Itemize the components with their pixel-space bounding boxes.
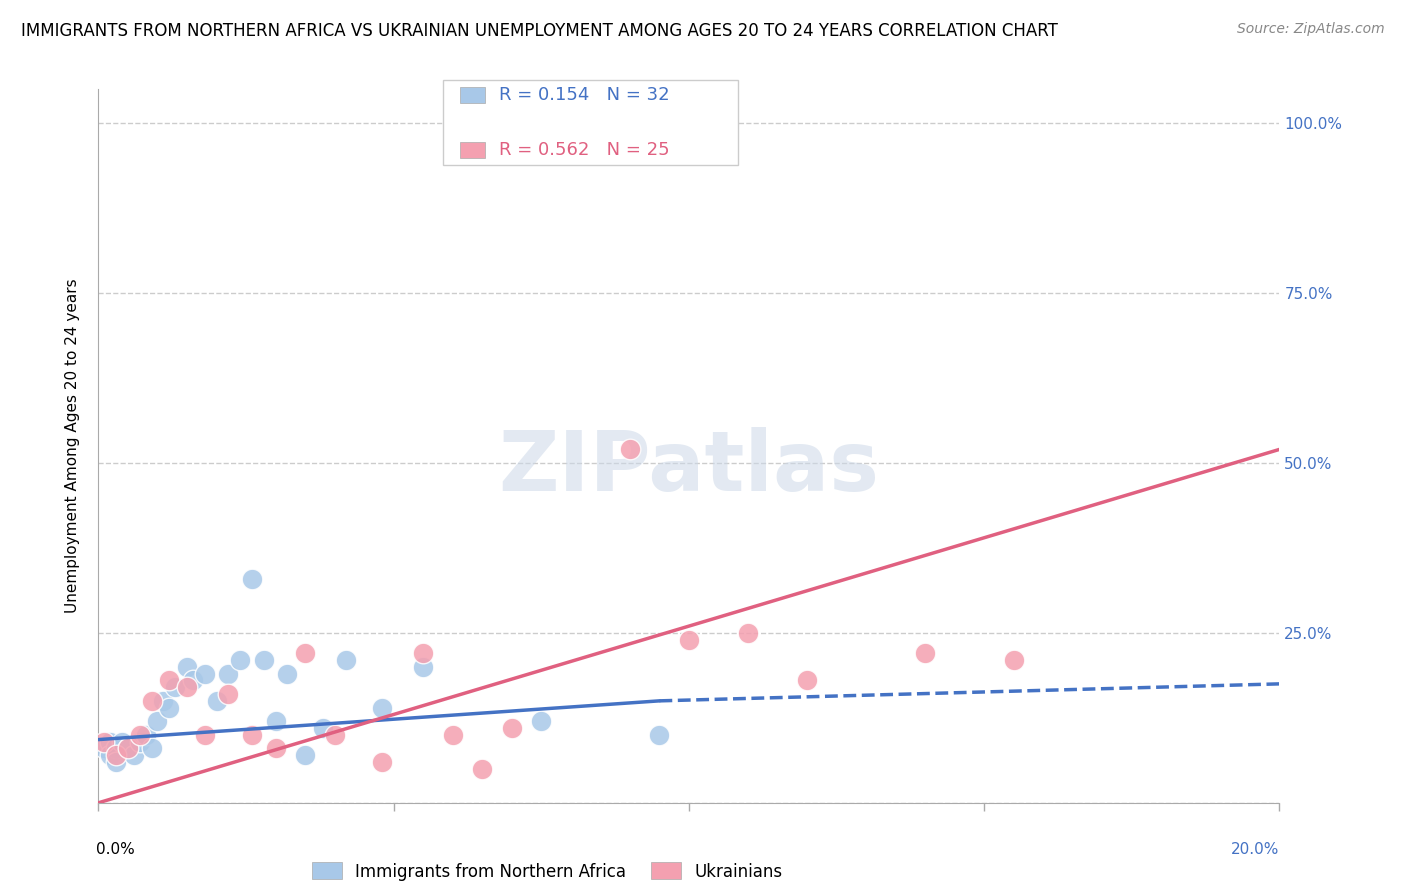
Point	[128, 734, 150, 748]
Text: 0.0%: 0.0%	[96, 842, 135, 857]
Point	[157, 700, 180, 714]
Point	[194, 666, 217, 681]
Point	[530, 714, 553, 729]
Point	[678, 632, 700, 647]
Point	[141, 741, 163, 756]
Point	[105, 748, 128, 763]
Point	[441, 728, 464, 742]
Point	[229, 653, 252, 667]
Point	[412, 646, 434, 660]
Point	[181, 673, 204, 688]
Point	[146, 714, 169, 729]
Point	[619, 442, 641, 457]
Point	[371, 755, 394, 769]
Point	[335, 653, 357, 667]
Point	[98, 734, 121, 748]
Point	[312, 721, 335, 735]
Point	[371, 700, 394, 714]
Point	[98, 748, 121, 763]
Point	[240, 572, 263, 586]
Text: Source: ZipAtlas.com: Source: ZipAtlas.com	[1237, 22, 1385, 37]
Point	[253, 653, 276, 667]
Point	[165, 680, 187, 694]
Point	[737, 626, 759, 640]
Point	[264, 714, 287, 729]
Point	[205, 694, 228, 708]
Point	[122, 748, 145, 763]
Point	[560, 116, 582, 130]
Point	[157, 673, 180, 688]
Point	[152, 694, 174, 708]
Legend: Immigrants from Northern Africa, Ukrainians: Immigrants from Northern Africa, Ukraini…	[305, 855, 789, 888]
Point	[648, 728, 671, 742]
Point	[914, 646, 936, 660]
Point	[323, 728, 346, 742]
Text: 20.0%: 20.0%	[1232, 842, 1279, 857]
Point	[240, 728, 263, 742]
Point	[111, 734, 134, 748]
Point	[135, 728, 157, 742]
Point	[128, 728, 150, 742]
Text: R = 0.562   N = 25: R = 0.562 N = 25	[499, 141, 669, 159]
Point	[276, 666, 298, 681]
Point	[141, 694, 163, 708]
Point	[1002, 653, 1025, 667]
Point	[796, 673, 818, 688]
Point	[471, 762, 494, 776]
Point	[501, 721, 523, 735]
Point	[105, 741, 128, 756]
Point	[93, 741, 115, 756]
Point	[294, 748, 316, 763]
Point	[93, 734, 115, 748]
Point	[105, 755, 128, 769]
Point	[264, 741, 287, 756]
Point	[412, 660, 434, 674]
Point	[294, 646, 316, 660]
Point	[176, 680, 198, 694]
Text: R = 0.154   N = 32: R = 0.154 N = 32	[499, 87, 669, 104]
Point	[117, 741, 139, 756]
Point	[217, 687, 239, 701]
Text: ZIPatlas: ZIPatlas	[499, 427, 879, 508]
Point	[117, 741, 139, 756]
Point	[217, 666, 239, 681]
Point	[176, 660, 198, 674]
Y-axis label: Unemployment Among Ages 20 to 24 years: Unemployment Among Ages 20 to 24 years	[65, 278, 80, 614]
Point	[194, 728, 217, 742]
Text: IMMIGRANTS FROM NORTHERN AFRICA VS UKRAINIAN UNEMPLOYMENT AMONG AGES 20 TO 24 YE: IMMIGRANTS FROM NORTHERN AFRICA VS UKRAI…	[21, 22, 1057, 40]
